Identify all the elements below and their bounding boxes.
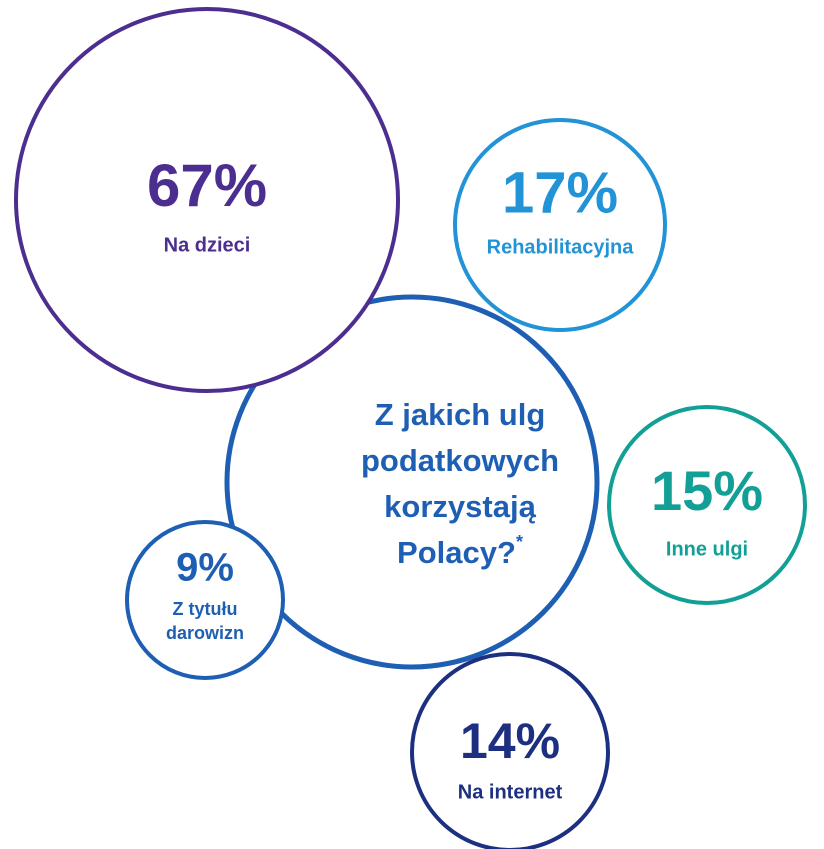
- category-label: darowizn: [166, 623, 244, 643]
- title-line: Z jakich ulg: [375, 397, 546, 432]
- footnote-mark: *: [516, 532, 523, 552]
- category-value: 17%: [502, 160, 618, 225]
- category-circle: [14, 7, 400, 393]
- category-value: 9%: [176, 546, 234, 590]
- category-label: Rehabilitacyjna: [487, 236, 635, 258]
- category-value: 15%: [651, 459, 763, 522]
- category-label: Na internet: [458, 781, 563, 803]
- category-circle: [410, 652, 610, 849]
- category-label: Inne ulgi: [666, 538, 748, 560]
- title-line: podatkowych: [361, 443, 559, 478]
- title-line: Polacy?*: [397, 532, 523, 570]
- category-value: 67%: [147, 152, 267, 219]
- title-line: korzystają: [384, 489, 536, 524]
- hub-circle: [224, 294, 600, 670]
- category-label: Na dzieci: [164, 234, 251, 256]
- category-circle: [125, 520, 285, 680]
- category-circle: [453, 118, 667, 332]
- category-circle: [607, 405, 807, 605]
- category-value: 14%: [460, 713, 560, 769]
- category-label: Z tytułu: [173, 599, 238, 619]
